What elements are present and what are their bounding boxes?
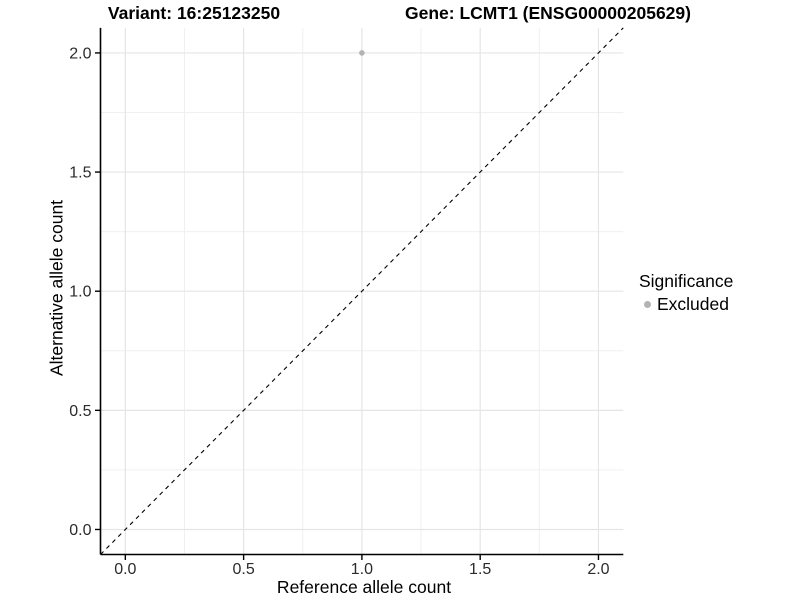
y-tick-label: 0.5 [69, 403, 91, 420]
y-tick-label: 1.0 [69, 284, 91, 301]
x-tick-label: 0.0 [114, 561, 136, 578]
x-tick-label: 1.0 [351, 561, 373, 578]
x-tick-label: 2.0 [587, 561, 609, 578]
x-tick-label: 0.5 [232, 561, 254, 578]
y-tick-label: 2.0 [69, 45, 91, 62]
x-axis-title: Reference allele count [276, 577, 452, 597]
y-tick-label: 0.0 [69, 522, 91, 539]
legend: Significance Excluded [639, 271, 733, 315]
excluded-point-icon [644, 301, 651, 308]
identity-reference-line [100, 27, 624, 555]
legend-item-excluded: Excluded [639, 294, 733, 315]
legend-item-label: Excluded [657, 294, 729, 314]
plot-title-gene: Gene: LCMT1 (ENSG00000205629) [405, 3, 691, 23]
legend-title: Significance [639, 271, 734, 291]
plot-title-variant: Variant: 16:25123250 [107, 3, 281, 23]
x-tick-label: 1.5 [469, 561, 491, 578]
y-tick-label: 1.5 [69, 165, 91, 182]
data-point [359, 50, 365, 56]
